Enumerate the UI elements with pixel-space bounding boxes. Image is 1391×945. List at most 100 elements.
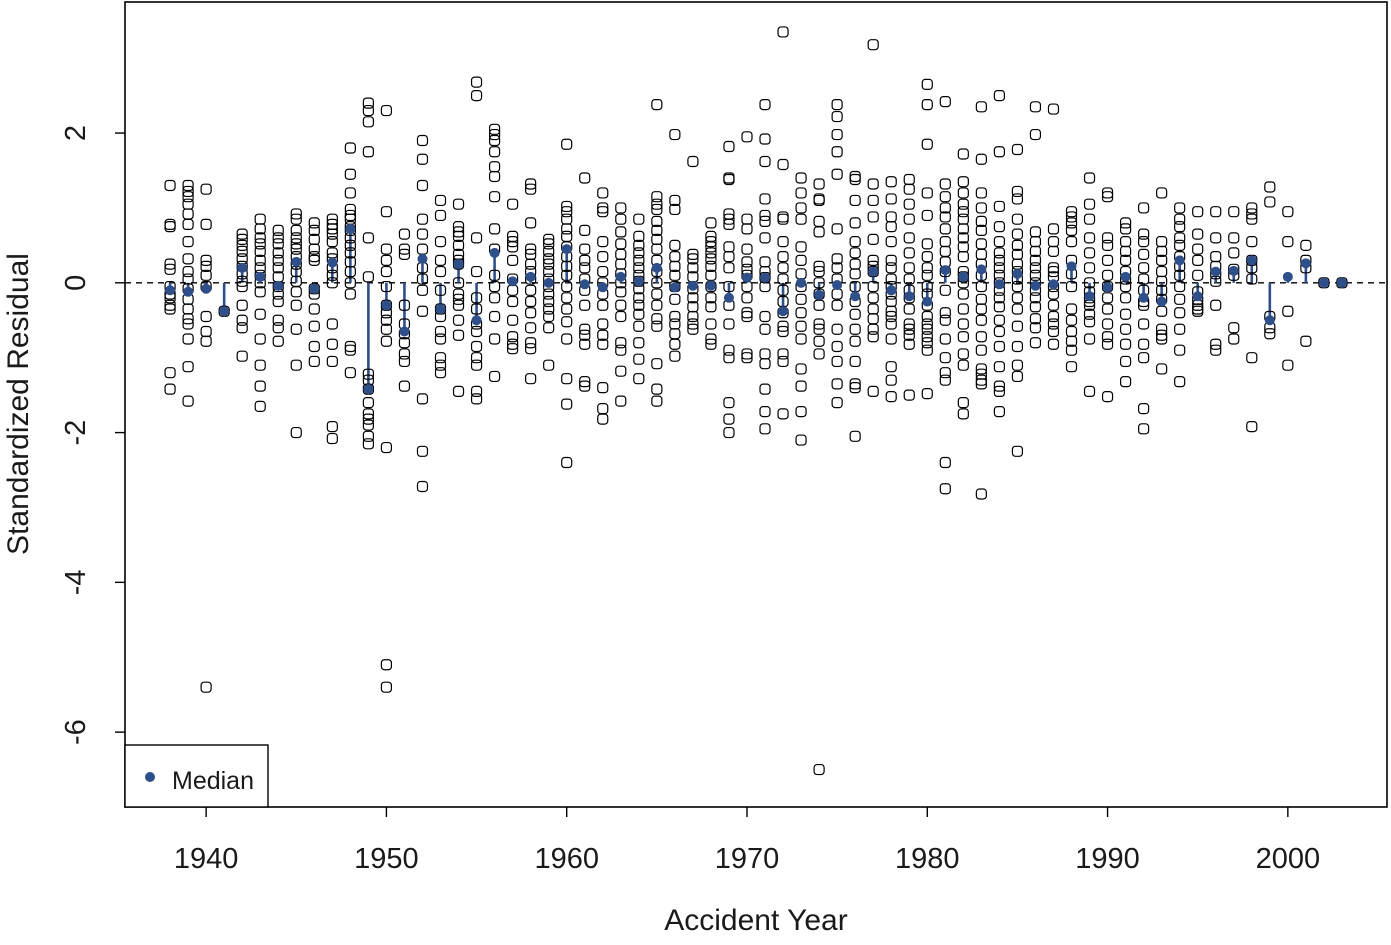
residual-point <box>1011 228 1024 240</box>
residual-point <box>236 314 248 326</box>
residual-point <box>236 239 248 251</box>
residual-point <box>1174 269 1186 281</box>
residual-point <box>795 241 807 253</box>
residual-point <box>777 262 789 274</box>
median-marker-layer <box>165 223 1347 395</box>
residual-point <box>525 183 537 195</box>
residual-point <box>885 254 897 266</box>
residual-point <box>741 213 753 225</box>
residual-point <box>651 98 663 111</box>
residual-point <box>921 262 933 274</box>
median-point <box>597 282 608 293</box>
residual-point <box>1174 323 1186 335</box>
residual-point <box>1029 313 1042 325</box>
median-point <box>507 276 518 287</box>
residual-point <box>957 303 969 315</box>
residual-point <box>507 198 519 210</box>
residual-point <box>1282 206 1294 218</box>
residual-point <box>1029 292 1042 304</box>
residual-point <box>1047 325 1060 338</box>
residual-point <box>921 269 933 281</box>
residual-point <box>633 299 645 311</box>
residual-point <box>849 355 861 368</box>
residual-point <box>398 337 411 349</box>
residual-point <box>849 335 861 347</box>
residual-point <box>380 441 393 454</box>
residual-point <box>651 395 663 407</box>
residual-point <box>326 432 338 445</box>
residual-point <box>1192 228 1204 240</box>
residual-point <box>1083 333 1096 345</box>
residual-point <box>759 193 771 205</box>
residual-point <box>975 101 987 113</box>
residual-point <box>1065 344 1078 356</box>
residual-point <box>1065 280 1078 293</box>
residual-point <box>1174 221 1186 233</box>
residual-point <box>1011 185 1024 198</box>
residual-point <box>669 338 681 350</box>
residual-point <box>1156 265 1168 278</box>
residual-point <box>651 299 663 311</box>
residual-point <box>182 395 194 407</box>
residual-point <box>867 292 879 304</box>
residual-point <box>885 176 897 188</box>
residual-point <box>669 260 681 272</box>
residual-point <box>723 413 735 425</box>
residual-point <box>1101 269 1114 281</box>
residual-point <box>561 456 573 469</box>
residual-point <box>885 361 897 373</box>
residual-point <box>1119 217 1132 229</box>
residual-point <box>921 331 933 343</box>
residual-point <box>813 277 825 289</box>
residual-point <box>164 258 176 270</box>
residual-point <box>561 230 573 242</box>
residual-point <box>434 284 447 296</box>
residual-point <box>272 322 284 334</box>
residual-point <box>579 299 591 311</box>
residual-point <box>813 335 825 347</box>
residual-point <box>1192 269 1204 281</box>
x-tick-label: 1990 <box>1075 843 1140 875</box>
residual-point <box>344 265 356 278</box>
residual-point <box>380 659 393 671</box>
residual-point <box>1210 206 1222 218</box>
residual-point <box>813 763 825 776</box>
residual-point <box>470 325 483 338</box>
median-point <box>1264 315 1275 326</box>
residual-point <box>669 350 681 362</box>
residual-point <box>885 262 897 274</box>
median-point <box>1156 296 1167 307</box>
y-axis-title: Standardized Residual <box>2 253 35 555</box>
residual-point <box>1156 329 1168 341</box>
residual-point <box>1011 445 1024 457</box>
residual-point <box>795 293 807 305</box>
residual-point <box>200 218 212 231</box>
median-point <box>1174 255 1185 266</box>
residual-point <box>1156 284 1168 296</box>
residual-point <box>597 338 609 350</box>
residual-point <box>813 299 825 311</box>
residual-point <box>669 310 681 323</box>
residual-point <box>831 168 843 180</box>
residual-point <box>723 241 735 253</box>
residual-point <box>1192 254 1204 266</box>
residual-point <box>1138 236 1150 248</box>
residual-point <box>416 153 429 165</box>
residual-point <box>975 314 987 326</box>
residual-point <box>561 260 573 272</box>
residual-point <box>1101 338 1114 350</box>
residual-point <box>182 333 194 345</box>
residual-point <box>344 168 356 180</box>
residual-point <box>759 406 771 418</box>
residual-point <box>1083 172 1096 184</box>
residual-point <box>921 251 933 263</box>
residual-point <box>362 97 374 109</box>
residual-point <box>921 98 933 111</box>
residual-point <box>1138 352 1150 364</box>
residual-point <box>1029 322 1042 334</box>
residual-point <box>759 155 771 168</box>
residual-point <box>200 269 212 281</box>
median-point <box>669 282 680 293</box>
residual-point <box>1083 277 1096 289</box>
residual-point <box>1029 226 1042 238</box>
